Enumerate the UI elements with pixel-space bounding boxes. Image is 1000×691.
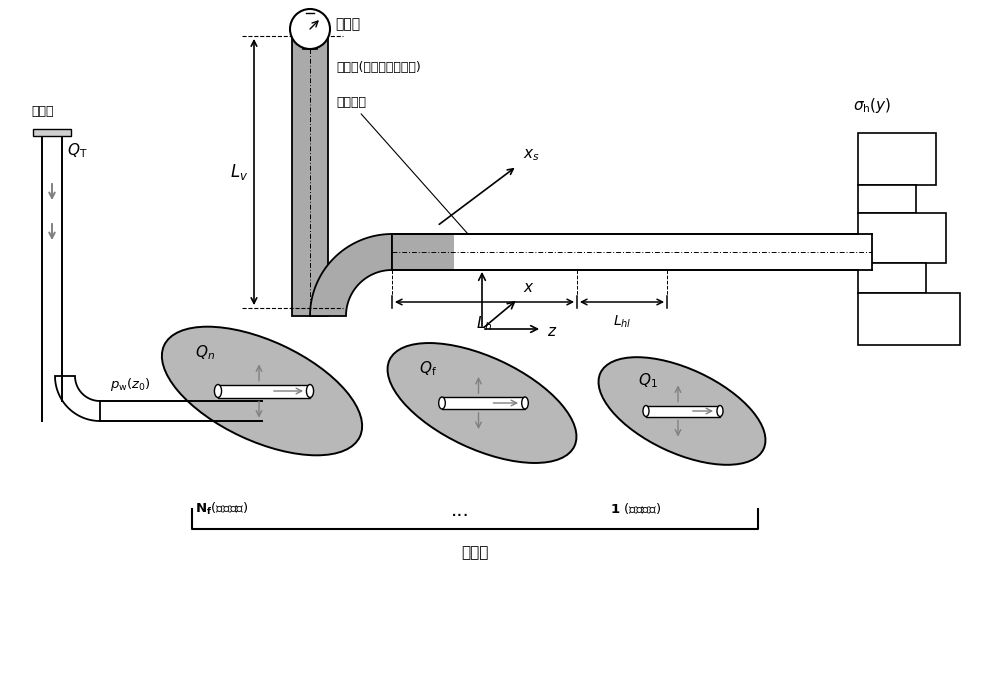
Ellipse shape <box>388 343 576 463</box>
Text: $\mathbf{N_f}$(跟端裂缝): $\mathbf{N_f}$(跟端裂缝) <box>195 501 248 517</box>
Text: $z$: $z$ <box>547 325 557 339</box>
Text: 压力计: 压力计 <box>335 17 360 31</box>
Text: $L_h$: $L_h$ <box>476 314 493 332</box>
Bar <box>218 384 310 397</box>
Bar <box>858 185 916 213</box>
Bar <box>858 293 960 345</box>
Bar <box>303 36 317 49</box>
Bar <box>33 129 71 136</box>
Ellipse shape <box>439 397 445 409</box>
Ellipse shape <box>599 357 765 465</box>
Text: 监测井(封闭液柱的井筒): 监测井(封闭液柱的井筒) <box>336 61 421 74</box>
Polygon shape <box>55 376 100 421</box>
Text: $x$: $x$ <box>523 280 535 295</box>
Ellipse shape <box>214 384 222 397</box>
Bar <box>646 406 720 417</box>
Text: 压裂井: 压裂井 <box>31 105 54 118</box>
Ellipse shape <box>162 327 362 455</box>
Text: $x_s$: $x_s$ <box>523 147 540 163</box>
Bar <box>858 133 936 185</box>
Text: $\sigma_\mathrm{h}(y)$: $\sigma_\mathrm{h}(y)$ <box>853 96 891 115</box>
Text: ...: ... <box>451 501 469 520</box>
Text: $y$: $y$ <box>486 247 498 263</box>
Text: 压裂段: 压裂段 <box>461 545 489 560</box>
Ellipse shape <box>717 406 723 417</box>
Text: $Q_1$: $Q_1$ <box>638 372 658 390</box>
Text: $p_\mathrm{w}(z_0)$: $p_\mathrm{w}(z_0)$ <box>110 376 151 393</box>
Text: $Q_n$: $Q_n$ <box>195 343 215 362</box>
Ellipse shape <box>643 406 649 417</box>
Bar <box>392 234 872 270</box>
Ellipse shape <box>306 384 314 397</box>
Text: $L_{hl}$: $L_{hl}$ <box>613 314 631 330</box>
Text: $\mathbf{1}$ (趾端裂缝): $\mathbf{1}$ (趾端裂缝) <box>610 501 661 516</box>
Bar <box>858 213 946 263</box>
Ellipse shape <box>522 397 528 409</box>
Text: $L_v$: $L_v$ <box>230 162 248 182</box>
Text: 封闭液柱: 封闭液柱 <box>336 96 481 249</box>
Bar <box>858 263 926 293</box>
Bar <box>454 235 872 269</box>
Polygon shape <box>310 234 392 316</box>
Text: $Q_\mathrm{f}$: $Q_\mathrm{f}$ <box>419 359 437 379</box>
Text: $Q_\mathrm{T}$: $Q_\mathrm{T}$ <box>67 141 88 160</box>
Bar <box>442 397 525 409</box>
Circle shape <box>290 9 330 49</box>
Bar <box>292 36 328 316</box>
